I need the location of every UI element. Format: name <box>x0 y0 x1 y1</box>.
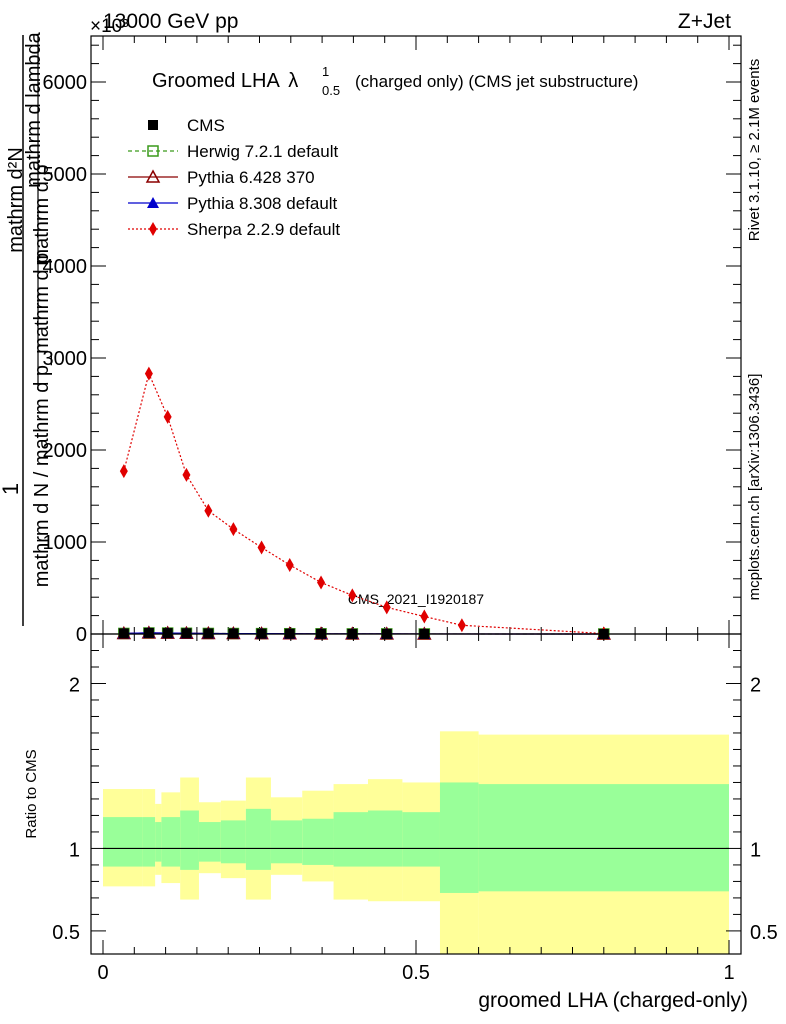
ratio-band-inner <box>478 784 729 892</box>
ratio-band-inner <box>245 808 271 870</box>
ratio-axes: 0.5 0.5 1 1 2 2 0 0.5 1 <box>52 634 778 984</box>
ylabel-3: mathrm d²N <box>5 147 27 253</box>
ratio-bands <box>103 731 729 954</box>
legend-pythia8-marker <box>147 197 159 208</box>
plot-title-sup: 1 <box>322 64 329 79</box>
mcplots-label: mcplots.cern.ch [arXiv:1306.3436] <box>746 374 763 601</box>
y-exponent-label: ×10³ <box>90 16 129 37</box>
sherpa-point <box>119 464 128 479</box>
y-tick-label: 6000 <box>43 72 88 94</box>
plot-title: Groomed LHA λ <box>152 70 298 92</box>
legend-sherpa-label: Sherpa 2.2.9 default <box>187 220 340 239</box>
sherpa-point <box>257 540 266 555</box>
ratio-band-inner <box>103 817 143 867</box>
ratio-band-inner <box>402 812 440 867</box>
legend-pythia8-label: Pythia 8.308 default <box>187 194 338 213</box>
ratio-y-tick-label-right: 1 <box>750 839 761 861</box>
ratio-band-inner <box>155 822 162 862</box>
legend-pythia6-label: Pythia 6.428 370 <box>187 168 315 187</box>
ratio-band-inner <box>302 818 334 865</box>
ratio-y-tick-label-left: 1 <box>69 839 80 861</box>
x-axis-label: groomed LHA (charged-only) <box>478 989 748 1012</box>
ratio-band-inner <box>198 822 221 862</box>
sherpa-point <box>229 522 238 537</box>
y-tick-label: 3000 <box>43 348 88 370</box>
ratio-band-inner <box>439 782 479 893</box>
sherpa-point <box>382 600 391 615</box>
main-y-axis: 0 1000 2000 3000 4000 5000 6000 <box>43 44 741 646</box>
sherpa-point <box>204 503 213 518</box>
ratio-band-inner <box>333 812 368 867</box>
legend-sherpa-marker <box>149 222 157 236</box>
y-tick-label: 2000 <box>43 440 88 462</box>
y-tick-label: 0 <box>76 624 87 646</box>
sherpa-point <box>163 409 172 424</box>
sherpa-point <box>317 575 326 590</box>
main-plot-panel: 0 1000 2000 3000 4000 5000 6000 CMS_2021_I1920… <box>0 31 742 646</box>
process-label: Z+Jet <box>678 10 731 33</box>
ratio-band-inner <box>180 810 199 870</box>
ratio-y-tick-label-left: 2 <box>69 674 80 696</box>
main-y-axis-label: 1 mathrm d N / mathrm d p_mathrm d p mat… <box>0 31 53 626</box>
sherpa-point <box>144 366 153 381</box>
legend-pythia6-marker <box>145 169 161 183</box>
sherpa-point <box>420 609 429 624</box>
ylabel-2: mathrm d N / mathrm d p_mathrm d p <box>31 253 53 588</box>
energy-label: 13000 GeV pp <box>103 10 238 33</box>
legend-herwig-marker <box>147 145 159 157</box>
plot-title-lambda: λ <box>288 70 298 92</box>
ylabel-5: mathrm d lambda <box>23 31 45 187</box>
ratio-band-inner <box>220 820 246 864</box>
sherpa-line <box>123 371 604 635</box>
ylabel-4: mathrm d p <box>31 164 53 265</box>
legend-herwig-label: Herwig 7.2.1 default <box>187 142 338 161</box>
y-tick-label: 5000 <box>43 164 88 186</box>
x-tick-label: 0 <box>97 962 108 984</box>
ratio-y-axis-label: Ratio to CMS <box>23 749 40 838</box>
analysis-watermark: CMS_2021_I1920187 <box>348 591 484 607</box>
ratio-plot-panel: 0.5 0.5 1 1 2 2 0 0.5 1 Ratio to CMS groomed LHA… <box>23 633 778 1012</box>
ratio-y-tick-label-left: 0.5 <box>52 922 80 944</box>
sherpa-point <box>285 558 294 572</box>
plot-title-suffix: (charged only) (CMS jet substructure) <box>355 72 638 91</box>
y-tick-label: 4000 <box>43 256 88 278</box>
y-tick-label: 1000 <box>43 532 88 554</box>
cms-point <box>181 628 192 639</box>
ratio-plot-frame <box>90 633 742 955</box>
rivet-label: Rivet 3.1.10, ≥ 2.1M events <box>746 59 763 242</box>
sherpa-point <box>348 588 357 603</box>
ratio-band-inner <box>161 817 181 867</box>
plot-title-sub: 0.5 <box>322 83 340 98</box>
plot-title-main: Groomed LHA <box>152 70 280 92</box>
legend: CMS Herwig 7.2.1 default Pythia 6.428 370 P… <box>128 116 340 239</box>
cms-point <box>143 627 154 638</box>
legend-cms-label: CMS <box>187 116 225 135</box>
x-tick-label: 1 <box>723 962 734 984</box>
ratio-band-inner <box>367 810 403 867</box>
x-tick-label: 0.5 <box>402 962 430 984</box>
sherpa-point <box>182 467 191 482</box>
ratio-band-inner <box>270 820 303 864</box>
cms-point <box>162 628 173 639</box>
legend-cms-marker <box>148 120 158 130</box>
ratio-y-tick-label-right: 2 <box>750 674 761 696</box>
ratio-band-inner <box>142 817 156 867</box>
sherpa-point <box>457 618 466 633</box>
ylabel-1: 1 <box>0 483 23 495</box>
ratio-y-tick-label-right: 0.5 <box>750 922 778 944</box>
